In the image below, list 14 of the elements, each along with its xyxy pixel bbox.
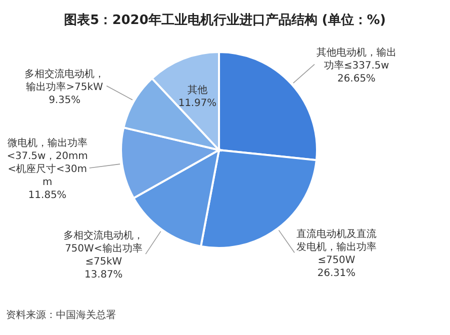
data-label: 26.31% xyxy=(317,268,356,280)
slice-label: 微电机，输出功率<37.5w，20mm<机座尺寸<30mm xyxy=(6,136,88,188)
data-label: 13.87% xyxy=(84,270,123,281)
data-label: 9.35% xyxy=(48,94,80,106)
text: 资料来源：中国海关总署 xyxy=(6,309,116,321)
slice-label: 直流电动机及直流发电机，输出功率≤750W xyxy=(296,228,376,266)
data-label: 11.85% xyxy=(28,190,66,201)
chart-title: 图表5：2020年工业电机行业进口产品结构 (单位：%) xyxy=(64,12,386,28)
slice-label: 多相交流电动机，750W<输出功率≤75kW xyxy=(64,230,144,268)
slice-label: 其他 xyxy=(187,84,208,96)
slice-label: 多相交流电动机，输出功率>75kW xyxy=(24,68,105,93)
data-label: 11.97% xyxy=(178,98,216,109)
slice-label: 其他电动机，输出功率≤337.5w xyxy=(316,46,397,72)
data-label: 26.65% xyxy=(337,73,376,84)
